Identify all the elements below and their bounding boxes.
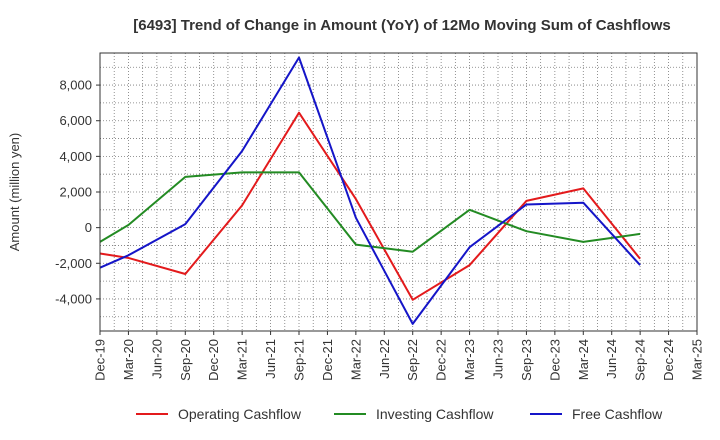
- grid-lines: [99, 53, 698, 331]
- legend-label: Free Cashflow: [572, 406, 663, 422]
- x-tick-label: Mar-23: [462, 339, 477, 380]
- x-tick-label: Mar-25: [690, 339, 705, 380]
- series-layer: [99, 56, 641, 325]
- x-tick-label: Dec-19: [93, 339, 108, 381]
- series-line-investing-cashflow: [99, 171, 641, 253]
- chart-title: [6493] Trend of Change in Amount (YoY) o…: [133, 17, 671, 34]
- legend-label: Operating Cashflow: [178, 406, 302, 422]
- x-tick-label: Sep-21: [292, 339, 307, 381]
- y-tick-label: 8,000: [59, 78, 92, 93]
- y-tick-label: 0: [85, 220, 92, 235]
- series-line-operating-cashflow: [99, 111, 641, 301]
- x-tick-label: Mar-21: [235, 339, 250, 380]
- x-tick-label: Mar-20: [121, 339, 136, 380]
- y-tick-label: -4,000: [55, 291, 92, 306]
- y-tick-label: 6,000: [59, 113, 92, 128]
- x-tick-label: Jun-20: [149, 339, 164, 379]
- x-tick-label: Jun-24: [604, 339, 619, 379]
- x-tick-label: Sep-24: [633, 339, 648, 381]
- x-tick-label: Mar-22: [348, 339, 363, 380]
- x-tick-label: Jun-22: [377, 339, 392, 379]
- x-tick-label: Jun-21: [263, 339, 278, 379]
- x-axis-ticks: Dec-19 Mar-20 Jun-20 Sep-20 Dec-20 Mar-21 Jun-…: [93, 331, 705, 381]
- legend: Operating Cashflow Investing Cashflow Free…: [136, 406, 663, 422]
- x-tick-label: Jun-23: [491, 339, 506, 379]
- x-tick-label: Sep-22: [405, 339, 420, 381]
- x-tick-label: Dec-24: [661, 339, 676, 381]
- x-tick-label: Dec-21: [320, 339, 335, 381]
- x-tick-label: Sep-23: [519, 339, 534, 381]
- x-tick-label: Dec-22: [434, 339, 449, 381]
- x-tick-label: Dec-20: [206, 339, 221, 381]
- y-tick-label: -2,000: [55, 256, 92, 271]
- x-tick-label: Mar-24: [576, 339, 591, 380]
- y-axis-ticks: -4,000 -2,000 0 2,000 4,000 6,000 8,000: [55, 78, 100, 306]
- x-tick-label: Dec-23: [547, 339, 562, 381]
- y-tick-label: 4,000: [59, 149, 92, 164]
- x-tick-label: Sep-20: [178, 339, 193, 381]
- series-line-free-cashflow: [99, 56, 641, 325]
- y-tick-label: 2,000: [59, 185, 92, 200]
- legend-label: Investing Cashflow: [376, 406, 494, 422]
- y-axis-label: Amount (million yen): [7, 133, 22, 252]
